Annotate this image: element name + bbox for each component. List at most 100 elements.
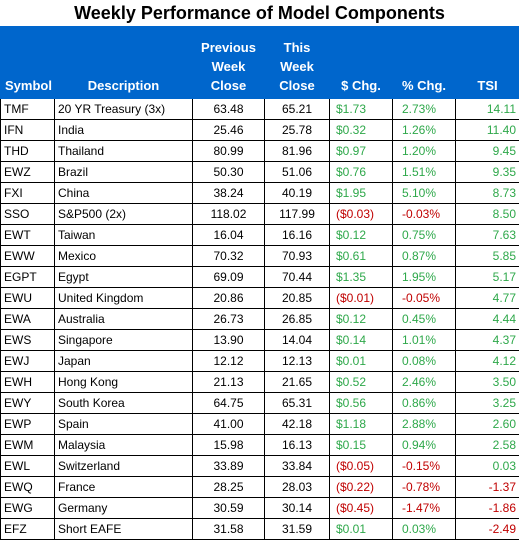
symbol-cell: EWS [0, 329, 55, 351]
previous-close-cell: 13.90 [192, 329, 265, 351]
dollar-change-cell: $1.73 [329, 98, 393, 120]
table-row: EWA Australia 26.73 26.85 $0.12 0.45% 4.44 [0, 308, 519, 330]
table-row: EWU United Kingdom 20.86 20.85 ($0.01) -0.05%… [0, 287, 519, 309]
description-cell: China [54, 182, 193, 204]
symbol-cell: EWP [0, 413, 55, 435]
this-close-cell: 16.13 [264, 434, 330, 456]
header-this-line-3: Close [279, 78, 315, 93]
description-cell: Mexico [54, 245, 193, 267]
description-cell: United Kingdom [54, 287, 193, 309]
percent-change-cell: -0.15% [392, 455, 456, 477]
percent-change-cell: 1.95% [392, 266, 456, 288]
symbol-cell: EWT [0, 224, 55, 246]
tsi-cell: 4.77 [455, 287, 519, 309]
this-close-cell: 51.06 [264, 161, 330, 183]
dollar-change-cell: ($0.45) [329, 497, 393, 519]
description-cell: Japan [54, 350, 193, 372]
table-row: EWJ Japan 12.12 12.13 $0.01 0.08% 4.12 [0, 350, 519, 372]
this-close-cell: 12.13 [264, 350, 330, 372]
description-cell: Thailand [54, 140, 193, 162]
dollar-change-cell: $0.76 [329, 161, 393, 183]
symbol-cell: IFN [0, 119, 55, 141]
this-close-cell: 20.85 [264, 287, 330, 309]
header-tsi: TSI [455, 26, 519, 99]
previous-close-cell: 64.75 [192, 392, 265, 414]
dollar-change-cell: $0.01 [329, 518, 393, 540]
tsi-cell: 3.25 [455, 392, 519, 414]
dollar-change-cell: $0.15 [329, 434, 393, 456]
tsi-cell: 2.60 [455, 413, 519, 435]
percent-change-cell: 0.08% [392, 350, 456, 372]
description-cell: Brazil [54, 161, 193, 183]
previous-close-cell: 70.32 [192, 245, 265, 267]
this-close-cell: 14.04 [264, 329, 330, 351]
this-close-cell: 40.19 [264, 182, 330, 204]
header-prev-line-1: Previous [201, 40, 256, 55]
previous-close-cell: 31.58 [192, 518, 265, 540]
dollar-change-cell: $0.01 [329, 350, 393, 372]
previous-close-cell: 25.46 [192, 119, 265, 141]
table-body: TMF 20 YR Treasury (3x) 63.48 65.21 $1.73 2.7… [0, 98, 519, 540]
description-cell: Taiwan [54, 224, 193, 246]
header-dollar-change: $ Chg. [329, 26, 393, 99]
symbol-cell: EWY [0, 392, 55, 414]
table-row: IFN India 25.46 25.78 $0.32 1.26% 11.40 [0, 119, 519, 141]
table-row: SSO S&P500 (2x) 118.02 117.99 ($0.03) -0.03% 8… [0, 203, 519, 225]
symbol-cell: EFZ [0, 518, 55, 540]
this-close-cell: 65.21 [264, 98, 330, 120]
previous-close-cell: 33.89 [192, 455, 265, 477]
description-cell: Switzerland [54, 455, 193, 477]
this-close-cell: 25.78 [264, 119, 330, 141]
this-close-cell: 21.65 [264, 371, 330, 393]
header-prev-line-3: Close [210, 78, 247, 93]
tsi-cell: -1.86 [455, 497, 519, 519]
description-cell: India [54, 119, 193, 141]
description-cell: France [54, 476, 193, 498]
description-cell: Australia [54, 308, 193, 330]
tsi-cell: 9.45 [455, 140, 519, 162]
percent-change-cell: -1.47% [392, 497, 456, 519]
table-row: EWY South Korea 64.75 65.31 $0.56 0.86% 3.25 [0, 392, 519, 414]
previous-close-cell: 38.24 [192, 182, 265, 204]
description-cell: Singapore [54, 329, 193, 351]
percent-change-cell: 0.86% [392, 392, 456, 414]
percent-change-cell: -0.03% [392, 203, 456, 225]
dollar-change-cell: ($0.01) [329, 287, 393, 309]
tsi-cell: 4.44 [455, 308, 519, 330]
symbol-cell: EWG [0, 497, 55, 519]
this-close-cell: 16.16 [264, 224, 330, 246]
previous-close-cell: 30.59 [192, 497, 265, 519]
dollar-change-cell: $0.97 [329, 140, 393, 162]
dollar-change-cell: $0.12 [329, 308, 393, 330]
table-row: THD Thailand 80.99 81.96 $0.97 1.20% 9.45 [0, 140, 519, 162]
this-close-cell: 31.59 [264, 518, 330, 540]
percent-change-cell: 0.75% [392, 224, 456, 246]
tsi-cell: 3.50 [455, 371, 519, 393]
table-row: EFZ Short EAFE 31.58 31.59 $0.01 0.03% -2.49 [0, 518, 519, 540]
symbol-cell: EWJ [0, 350, 55, 372]
dollar-change-cell: $1.95 [329, 182, 393, 204]
description-cell: South Korea [54, 392, 193, 414]
symbol-cell: TMF [0, 98, 55, 120]
percent-change-cell: 0.94% [392, 434, 456, 456]
previous-close-cell: 118.02 [192, 203, 265, 225]
previous-close-cell: 80.99 [192, 140, 265, 162]
tsi-cell: -2.49 [455, 518, 519, 540]
previous-close-cell: 20.86 [192, 287, 265, 309]
description-cell: Short EAFE [54, 518, 193, 540]
percent-change-cell: 5.10% [392, 182, 456, 204]
this-close-cell: 117.99 [264, 203, 330, 225]
symbol-cell: THD [0, 140, 55, 162]
dollar-change-cell: $0.12 [329, 224, 393, 246]
tsi-cell: 11.40 [455, 119, 519, 141]
table-row: EWW Mexico 70.32 70.93 $0.61 0.87% 5.85 [0, 245, 519, 267]
dollar-change-cell: $0.32 [329, 119, 393, 141]
table-row: EWH Hong Kong 21.13 21.65 $0.52 2.46% 3.50 [0, 371, 519, 393]
tsi-cell: 7.63 [455, 224, 519, 246]
performance-table: Symbol Description Previous Week Close T… [0, 26, 519, 540]
symbol-cell: EWL [0, 455, 55, 477]
tsi-cell: 5.17 [455, 266, 519, 288]
header-previous-week-close: Previous Week Close [192, 26, 265, 99]
symbol-cell: EWM [0, 434, 55, 456]
symbol-cell: EWH [0, 371, 55, 393]
